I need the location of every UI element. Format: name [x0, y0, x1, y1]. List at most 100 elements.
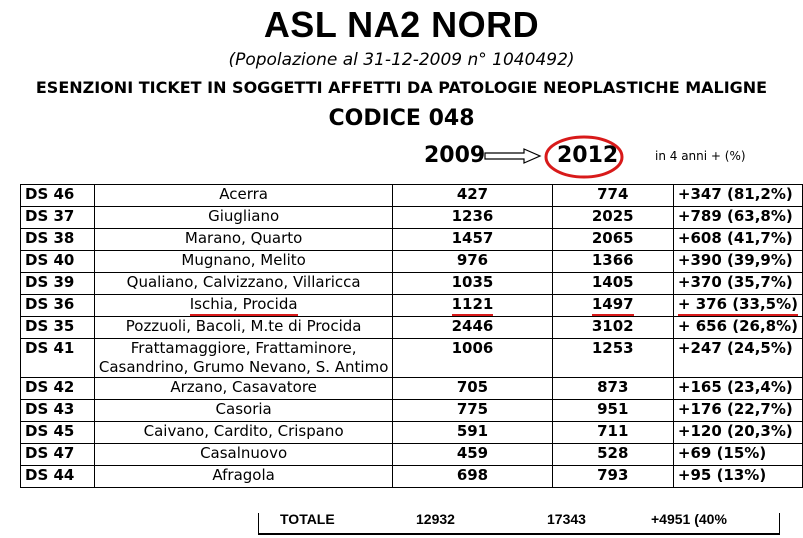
- table-row: DS 43 Casoria 775 951 +176 (22,7%): [20, 399, 803, 422]
- value-2012: 528: [551, 443, 674, 466]
- district-code: DS 42: [20, 377, 95, 400]
- value-2009: 775: [392, 399, 553, 422]
- district-area: Casalnuovo: [93, 443, 394, 466]
- growth-value: +370 (35,7%): [672, 272, 803, 295]
- district-code: DS 46: [20, 184, 95, 207]
- value-2012: 2025: [551, 206, 674, 229]
- population-subtitle: (Popolazione al 31-12-2009 n° 1040492): [228, 50, 575, 70]
- value-2009: 2446: [392, 316, 553, 339]
- value-2009: 976: [392, 250, 553, 273]
- growth-value: + 656 (26,8%): [672, 316, 803, 339]
- table-row-highlighted: DS 36 Ischia, Procida 1121 1497 + 376 (3…: [20, 294, 803, 317]
- growth-value: +247 (24,5%): [672, 338, 803, 378]
- value-2012: 2065: [551, 228, 674, 251]
- table-row: DS 46 Acerra 427 774 +347 (81,2%): [20, 184, 803, 207]
- value-2012: 1253: [551, 338, 674, 378]
- district-code: DS 37: [20, 206, 95, 229]
- district-area: Pozzuoli, Bacoli, M.te di Procida: [93, 316, 394, 339]
- value-2009: 1121: [392, 294, 553, 317]
- exemptions-table: DS 46 Acerra 427 774 +347 (81,2%) DS 37 …: [20, 184, 803, 488]
- value-2012: 1366: [551, 250, 674, 273]
- table-row: DS 37 Giugliano 1236 2025 +789 (63,8%): [20, 206, 803, 229]
- highlighted-growth: + 376 (33,5%): [677, 295, 798, 316]
- district-code: DS 43: [20, 399, 95, 422]
- growth-value: +165 (23,4%): [672, 377, 803, 400]
- district-area-line: Frattamaggiore, Frattaminore,: [130, 339, 357, 357]
- district-code: DS 39: [20, 272, 95, 295]
- value-2012: 873: [551, 377, 674, 400]
- highlighted-area: Ischia, Procida: [189, 295, 298, 316]
- growth-value: +120 (20,3%): [672, 421, 803, 444]
- growth-value: +390 (39,9%): [672, 250, 803, 273]
- district-code: DS 47: [20, 443, 95, 466]
- value-2012: 951: [551, 399, 674, 422]
- year-start-header: 2009: [424, 143, 486, 168]
- district-area: Qualiano, Calvizzano, Villaricca: [93, 272, 394, 295]
- value-2009: 698: [392, 465, 553, 488]
- value-2009: 1457: [392, 228, 553, 251]
- district-area: Frattamaggiore, Frattaminore, Casandrino…: [93, 338, 394, 378]
- district-code: DS 36: [20, 294, 95, 317]
- growth-value: + 376 (33,5%): [672, 294, 803, 317]
- value-2009: 1006: [392, 338, 553, 378]
- district-code: DS 45: [20, 421, 95, 444]
- document-heading: ESENZIONI TICKET IN SOGGETTI AFFETTI DA …: [35, 78, 768, 97]
- table-row: DS 40 Mugnano, Melito 976 1366 +390 (39,…: [20, 250, 803, 273]
- value-2009: 705: [392, 377, 553, 400]
- district-area: Casoria: [93, 399, 394, 422]
- value-2012: 1497: [551, 294, 674, 317]
- totals-label: TOTALE: [280, 511, 335, 527]
- table-row: DS 35 Pozzuoli, Bacoli, M.te di Procida …: [20, 316, 803, 339]
- district-area: Mugnano, Melito: [93, 250, 394, 273]
- growth-value: +789 (63,8%): [672, 206, 803, 229]
- growth-value: +69 (15%): [672, 443, 803, 466]
- highlighted-value-2012: 1497: [591, 295, 634, 316]
- district-area: Afragola: [93, 465, 394, 488]
- year-highlight-circle: [544, 135, 624, 179]
- value-2009: 427: [392, 184, 553, 207]
- table-row: DS 41 Frattamaggiore, Frattaminore, Casa…: [20, 338, 803, 378]
- totals-left-border: [258, 513, 259, 534]
- table-row: DS 38 Marano, Quarto 1457 2065 +608 (41,…: [20, 228, 803, 251]
- table-row: DS 47 Casalnuovo 459 528 +69 (15%): [20, 443, 803, 466]
- district-code: DS 41: [20, 338, 95, 378]
- table-row: DS 39 Qualiano, Calvizzano, Villaricca 1…: [20, 272, 803, 295]
- year-end-header: 2012: [557, 143, 619, 168]
- arrow-right-icon: [484, 148, 542, 164]
- value-2009: 591: [392, 421, 553, 444]
- totals-growth: +4951 (40%: [651, 511, 727, 527]
- value-2012: 774: [551, 184, 674, 207]
- table-row: DS 42 Arzano, Casavatore 705 873 +165 (2…: [20, 377, 803, 400]
- value-2012: 3102: [551, 316, 674, 339]
- growth-value: +347 (81,2%): [672, 184, 803, 207]
- district-area-line: Casandrino, Grumo Nevano, S. Antimo: [98, 358, 389, 376]
- code-label: CODICE 048: [328, 106, 475, 131]
- page-title: ASL NA2 NORD: [263, 4, 540, 45]
- growth-value: +176 (22,7%): [672, 399, 803, 422]
- growth-value: +95 (13%): [672, 465, 803, 488]
- district-area: Arzano, Casavatore: [93, 377, 394, 400]
- highlighted-value-2009: 1121: [451, 295, 494, 316]
- totals-2012: 17343: [547, 511, 586, 527]
- value-2009: 459: [392, 443, 553, 466]
- district-area: Acerra: [93, 184, 394, 207]
- district-code: DS 35: [20, 316, 95, 339]
- totals-2009: 12932: [416, 511, 455, 527]
- table-row: DS 45 Caivano, Cardito, Crispano 591 711…: [20, 421, 803, 444]
- value-2012: 1405: [551, 272, 674, 295]
- value-2009: 1236: [392, 206, 553, 229]
- district-area: Marano, Quarto: [93, 228, 394, 251]
- table-row: DS 44 Afragola 698 793 +95 (13%): [20, 465, 803, 488]
- value-2012: 711: [551, 421, 674, 444]
- district-code: DS 40: [20, 250, 95, 273]
- value-2012: 793: [551, 465, 674, 488]
- district-area: Caivano, Cardito, Crispano: [93, 421, 394, 444]
- district-code: DS 44: [20, 465, 95, 488]
- totals-underline: [258, 533, 780, 535]
- totals-right-border: [779, 513, 780, 534]
- district-code: DS 38: [20, 228, 95, 251]
- district-area: Giugliano: [93, 206, 394, 229]
- growth-header: in 4 anni + (%): [655, 149, 746, 163]
- district-area: Ischia, Procida: [93, 294, 394, 317]
- value-2009: 1035: [392, 272, 553, 295]
